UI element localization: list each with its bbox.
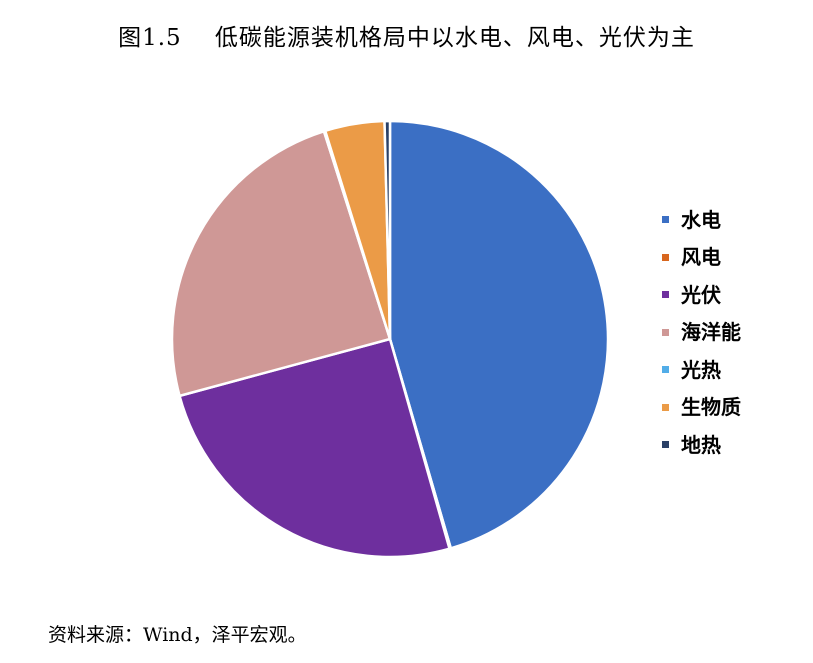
- legend-label-solar-thermal: 光热: [681, 357, 721, 382]
- legend-item-ocean: 海洋能: [662, 314, 802, 352]
- legend-item-hydro: 水电: [662, 201, 802, 239]
- pie-slice-solar-pv: [178, 337, 451, 559]
- legend-item-solar-thermal: 光热: [662, 351, 802, 389]
- legend-label-solar-pv: 光伏: [681, 282, 721, 307]
- pie-slices: [170, 119, 610, 559]
- legend-label-ocean: 海洋能: [681, 320, 741, 345]
- legend-item-solar-pv: 光伏: [662, 276, 802, 314]
- legend-item-geothermal: 地热: [662, 426, 802, 464]
- legend-swatch-geothermal: [662, 441, 669, 449]
- chart-title: 图1.5 低碳能源装机格局中以水电、风电、光伏为主: [118, 25, 695, 51]
- legend-item-biomass: 生物质: [662, 389, 802, 427]
- legend-label-hydro: 水电: [681, 207, 721, 232]
- legend-swatch-solar-pv: [662, 291, 669, 299]
- pie-slice-hydro: [388, 119, 610, 550]
- legend-label-geothermal: 地热: [681, 432, 721, 457]
- legend-swatch-solar-thermal: [662, 366, 669, 374]
- legend-label-wind: 风电: [681, 245, 721, 270]
- pie-slice-ocean: [170, 130, 392, 398]
- legend-item-wind: 风电: [662, 239, 802, 277]
- legend-swatch-wind: [662, 253, 669, 261]
- legend-label-biomass: 生物质: [681, 395, 741, 420]
- legend-swatch-ocean: [662, 328, 669, 336]
- legend-swatch-biomass: [662, 403, 669, 411]
- pie-slice-geothermal: [383, 119, 392, 341]
- legend-swatch-hydro: [662, 216, 669, 224]
- legend: 水电风电光伏海洋能光热生物质地热: [662, 201, 802, 464]
- source-note: 资料来源：Wind，泽平宏观。: [48, 624, 307, 646]
